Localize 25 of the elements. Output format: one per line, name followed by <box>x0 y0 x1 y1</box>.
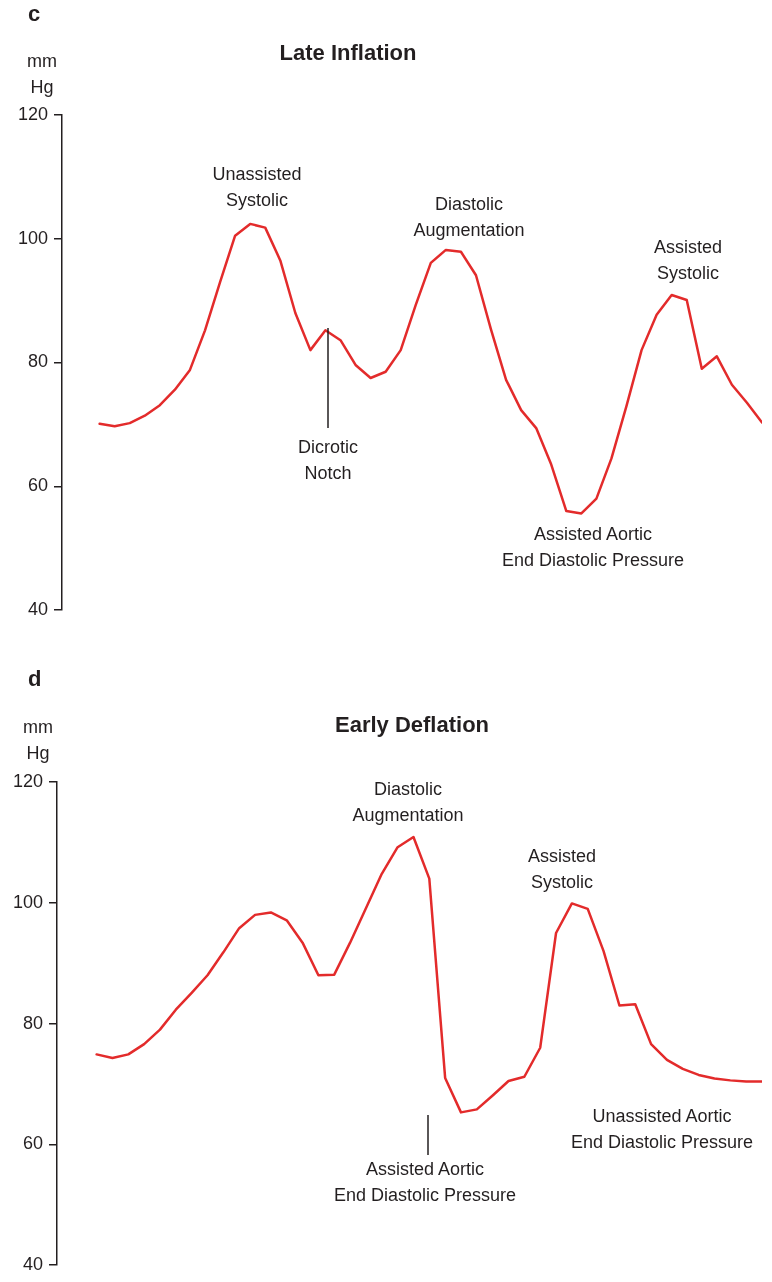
y-tick-label: 120 <box>12 770 43 791</box>
annotation: Dicrotic Notch <box>297 436 359 483</box>
y-tick-label: 120 <box>17 103 48 124</box>
annotation: Assisted Systolic <box>653 236 723 283</box>
text: c <box>28 1 41 27</box>
y-tick-label: 40 <box>27 598 48 619</box>
y-tick-label: 100 <box>17 227 48 248</box>
y-axis-title: mm Hg <box>23 716 53 763</box>
annotation: Diastolic Augmentation <box>413 193 525 240</box>
annotation: Diastolic Augmentation <box>352 778 464 825</box>
annotation: Assisted Systolic <box>527 845 597 892</box>
text: d <box>28 666 42 692</box>
y-tick-label: 80 <box>22 1012 43 1033</box>
y-tick-label: 60 <box>27 475 48 496</box>
chart-title: Early Deflation <box>334 712 490 738</box>
annotation: Assisted Aortic End Diastolic Pressure <box>501 523 685 570</box>
annotation: Unassisted Systolic <box>212 163 302 210</box>
y-axis-title: mm Hg <box>27 50 57 97</box>
y-tick-label: 40 <box>22 1254 43 1275</box>
annotation: Unassisted Aortic End Diastolic Pressure <box>570 1105 754 1152</box>
y-tick-label: 100 <box>12 891 43 912</box>
chart-title: Late Inflation <box>279 40 417 66</box>
y-tick-label: 80 <box>27 351 48 372</box>
annotation: Assisted Aortic End Diastolic Pressure <box>333 1158 517 1205</box>
y-tick-label: 60 <box>22 1133 43 1154</box>
